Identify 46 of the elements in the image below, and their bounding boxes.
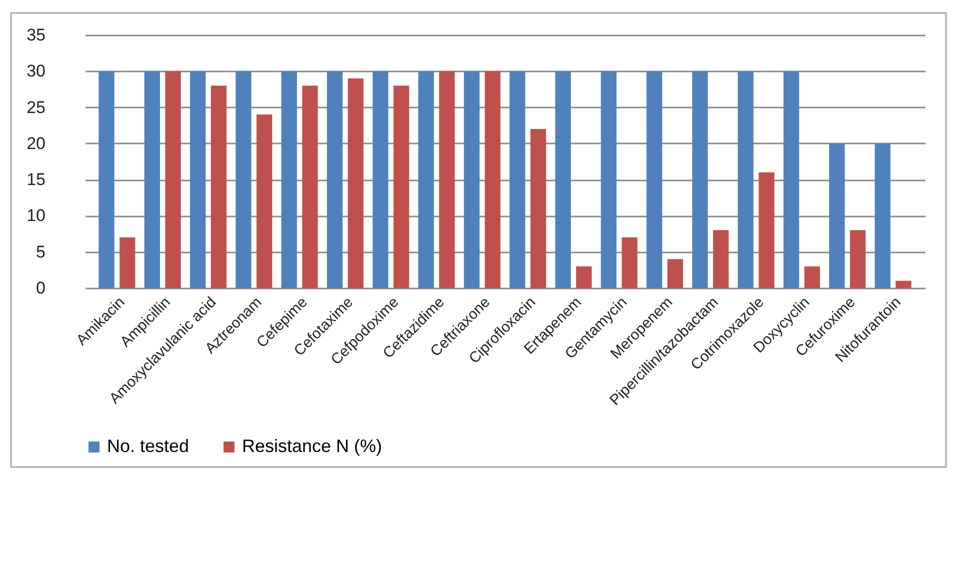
bar	[510, 71, 526, 288]
y-tick-label: 5	[36, 242, 46, 262]
bar	[302, 86, 318, 288]
bar	[622, 237, 638, 288]
bar	[600, 71, 617, 288]
bar	[165, 71, 181, 288]
bar	[896, 280, 912, 288]
bar	[850, 230, 866, 288]
y-tick-label: 0	[36, 278, 46, 298]
bar	[190, 71, 206, 288]
legend-label: No. tested	[107, 436, 190, 456]
legend-label: Resistance N (%)	[242, 436, 382, 456]
bar	[646, 71, 662, 288]
bar	[210, 86, 227, 288]
bar	[256, 114, 272, 288]
bar	[281, 71, 297, 288]
bar	[464, 71, 480, 288]
bar	[829, 143, 845, 288]
bar	[667, 259, 684, 288]
bar	[393, 86, 410, 288]
bar	[738, 71, 754, 288]
y-tick-label: 25	[26, 98, 46, 117]
bar	[120, 237, 136, 288]
bar	[484, 71, 500, 288]
bar	[236, 71, 252, 288]
bar	[98, 71, 114, 288]
bar	[348, 78, 364, 288]
bar	[713, 230, 729, 288]
y-tick-label: 30	[26, 62, 46, 81]
bar	[576, 266, 592, 288]
bar	[530, 128, 546, 288]
bar	[555, 71, 571, 288]
bar	[439, 71, 455, 288]
y-tick-label: 15	[26, 170, 46, 190]
bar	[783, 71, 800, 288]
bar	[372, 71, 388, 288]
y-tick-label: 10	[26, 206, 46, 226]
bar	[326, 71, 343, 288]
bar	[418, 71, 434, 288]
bar	[692, 71, 708, 288]
bar	[804, 266, 820, 288]
y-tick-label: 35	[26, 26, 46, 44]
bar	[874, 143, 890, 288]
y-tick-label: 20	[26, 134, 46, 153]
bar	[144, 71, 160, 288]
bar	[758, 172, 774, 288]
